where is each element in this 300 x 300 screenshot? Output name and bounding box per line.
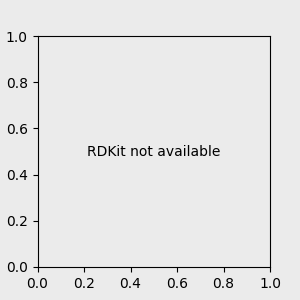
Text: RDKit not available: RDKit not available xyxy=(87,145,220,158)
